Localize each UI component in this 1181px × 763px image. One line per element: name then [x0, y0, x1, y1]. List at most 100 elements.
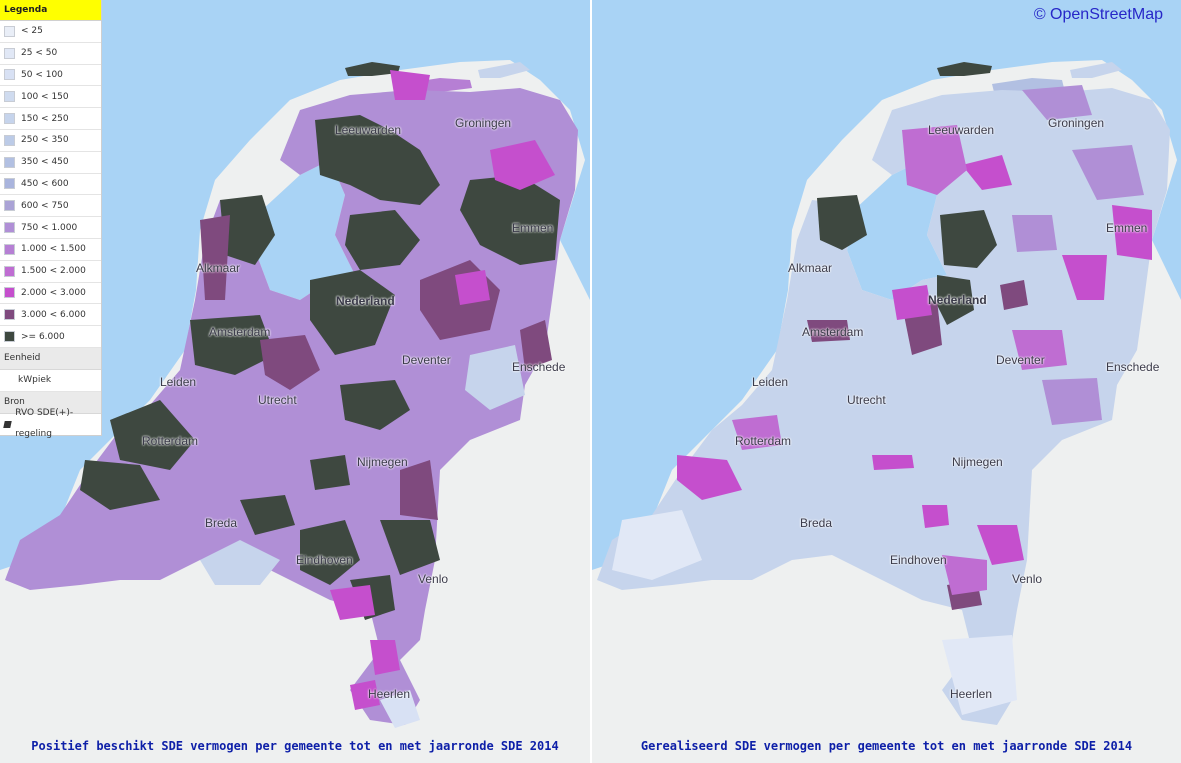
legend-class-label: 350 < 450 [21, 157, 69, 168]
region-ge-6000 [220, 195, 275, 265]
region-3000-6000 [520, 320, 552, 370]
wadden-island [937, 62, 992, 76]
city-label: Rotterdam [142, 434, 199, 448]
region-2000-3000 [1112, 205, 1152, 260]
region-2000-3000 [962, 155, 1012, 190]
wadden-island [345, 62, 400, 76]
city-label: Nederland [336, 294, 395, 308]
city-label: Emmen [1106, 221, 1148, 235]
legend-swatch [4, 309, 15, 321]
region-3000-6000 [400, 460, 438, 520]
city-label: Venlo [418, 572, 449, 586]
city-label: Nederland [928, 293, 987, 307]
legend-swatch [4, 91, 15, 103]
country-fill [5, 88, 578, 725]
legend-class-label: 3.000 < 6.000 [21, 309, 86, 320]
legend-swatch [4, 25, 15, 37]
legend-class-item: 350 < 450 [0, 152, 101, 174]
north-sea [592, 0, 1181, 570]
right-map-panel[interactable]: © OpenStreetMap Leeuwarden Groningen Emm… [592, 0, 1181, 763]
region-2000-3000 [330, 585, 375, 620]
region-2000-3000 [370, 640, 400, 675]
region-ge-6000 [315, 115, 440, 205]
legend-swatch [4, 222, 15, 234]
legend-swatch [4, 331, 15, 343]
region-1500-2000 [1012, 330, 1067, 370]
left-map-panel[interactable]: Legenda < 25 25 < 50 50 < 100 100 < 150 150 … [0, 0, 590, 763]
region-3000-6000 [260, 335, 320, 390]
city-label: Emmen [512, 221, 554, 235]
ijsselmeer [847, 160, 947, 300]
region-ge-6000 [110, 400, 195, 470]
legend-swatch [4, 69, 15, 81]
region-750-1000 [1012, 215, 1057, 252]
region-light [380, 690, 420, 728]
region-ge-6000 [817, 195, 867, 250]
osm-attribution: © OpenStreetMap [1033, 6, 1163, 23]
city-label: Breda [205, 516, 238, 530]
legend-swatch [4, 287, 15, 299]
region-750-1000 [1022, 85, 1092, 120]
legend-class-label: 250 < 350 [21, 135, 69, 146]
right-map-caption: Gerealiseerd SDE vermogen per gemeente t… [640, 739, 1133, 753]
legend-class-label: 750 < 1.000 [21, 222, 78, 233]
legend-unit-value: kWpiek [0, 370, 101, 392]
city-label: Groningen [455, 116, 512, 130]
legend-class-item: 150 < 250 [0, 108, 101, 130]
left-choropleth-map[interactable] [0, 0, 590, 763]
region-1500-2000 [902, 125, 967, 195]
region-2000-3000 [977, 525, 1024, 565]
city-label: Leiden [160, 375, 197, 389]
region-ge-6000 [937, 275, 974, 325]
legend-class-item: 250 < 350 [0, 130, 101, 152]
city-label: Eindhoven [296, 553, 353, 567]
legend-class-item: 25 < 50 [0, 43, 101, 65]
city-label: Amsterdam [802, 325, 864, 339]
city-label: Groningen [1048, 116, 1105, 130]
legend-swatch [4, 134, 15, 146]
city-label: Nijmegen [357, 455, 408, 469]
region-750-1000 [1042, 378, 1102, 425]
region-lightest [942, 635, 1017, 715]
legend-class-item: 600 < 750 [0, 195, 101, 218]
legend-class-label: 2.000 < 3.000 [21, 287, 86, 298]
region-2000-3000 [350, 680, 380, 710]
region-ge-6000 [940, 210, 997, 268]
book-icon [3, 420, 12, 428]
city-label: Nijmegen [952, 455, 1003, 469]
wadden-island [478, 62, 530, 78]
city-label: Breda [800, 516, 833, 530]
right-choropleth-map[interactable] [592, 0, 1181, 763]
legend-class-item: 50 < 100 [0, 65, 101, 87]
region-ge-6000 [380, 520, 440, 575]
region-1500-2000 [732, 415, 782, 450]
legend-class-label: 150 < 250 [21, 113, 69, 124]
region-light [465, 345, 525, 410]
region-ge-6000 [240, 495, 295, 535]
city-label: Utrecht [258, 393, 297, 407]
city-label: Enschede [512, 360, 566, 374]
legend-class-label: 50 < 100 [21, 69, 63, 80]
legend-source-link[interactable]: RVO SDE(+)-regeling [0, 408, 101, 439]
city-label: Alkmaar [788, 261, 833, 275]
region-2000-3000 [872, 455, 914, 470]
legend-class-item: < 25 [0, 21, 101, 43]
region-2000-3000 [390, 70, 430, 100]
region-ge-6000 [80, 460, 160, 510]
region-ge-6000 [340, 380, 410, 430]
region-3000-6000 [1000, 280, 1028, 310]
legend-swatch [4, 243, 15, 255]
legend-class-list: < 25 25 < 50 50 < 100 100 < 150 150 < 250 250… [0, 21, 101, 348]
region-2000-3000 [1062, 255, 1107, 300]
region-ge-6000 [345, 210, 420, 270]
region-ge-6000 [300, 520, 360, 585]
region-750-1000 [1072, 145, 1144, 200]
legend-swatch [4, 156, 15, 168]
legend-class-label: 1.500 < 2.000 [21, 266, 86, 277]
region-2000-3000 [892, 285, 932, 320]
city-label: Deventer [996, 353, 1045, 367]
legend-swatch [4, 113, 15, 125]
legend-class-item: >= 6.000 [0, 326, 101, 348]
region-ge-6000 [310, 270, 395, 355]
legend-class-label: < 25 [21, 26, 43, 37]
